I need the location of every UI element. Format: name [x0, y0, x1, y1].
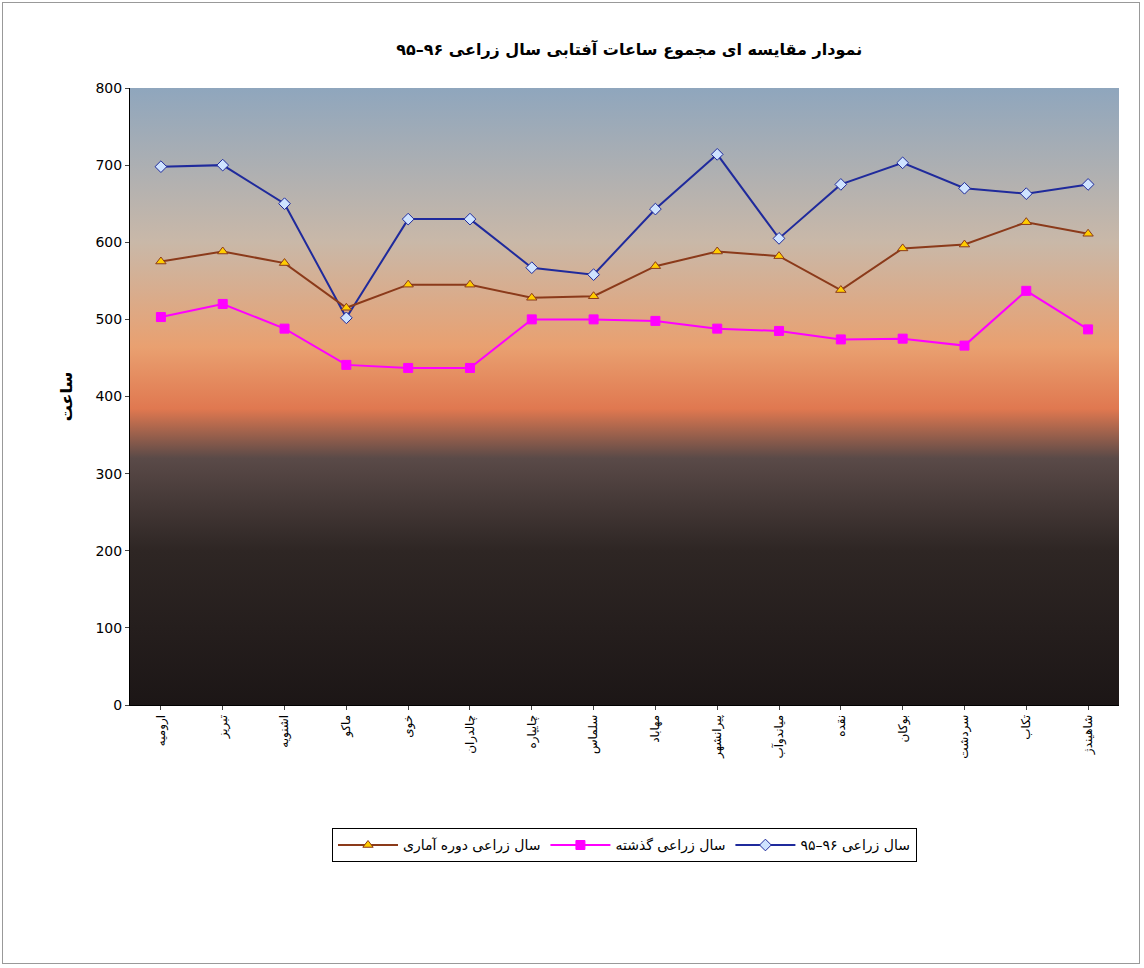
svg-text:چالدران: چالدران — [463, 715, 478, 754]
svg-text:600: 600 — [95, 234, 122, 250]
svg-text:700: 700 — [95, 157, 122, 173]
svg-text:ماکو: ماکو — [339, 715, 354, 738]
svg-text:مهاباد: مهاباد — [648, 715, 662, 743]
svg-text:شاهیندژ: شاهیندژ — [1081, 715, 1096, 755]
svg-text:100: 100 — [95, 620, 122, 636]
svg-text:800: 800 — [95, 80, 122, 96]
svg-text:سال زراعی ۹۶–۹۵: سال زراعی ۹۶–۹۵ — [800, 837, 910, 854]
svg-text:سال زراعی گذشته: سال زراعی گذشته — [615, 837, 725, 854]
svg-text:نمودار مقایسه ای مجموع ساعات آ: نمودار مقایسه ای مجموع ساعات آفتابی سال … — [396, 39, 862, 59]
svg-text:سلماس: سلماس — [586, 715, 601, 754]
svg-text:500: 500 — [95, 311, 122, 327]
svg-text:ساعت: ساعت — [57, 372, 76, 422]
svg-text:تبریز: تبریز — [216, 715, 231, 740]
svg-text:0: 0 — [113, 697, 122, 713]
svg-text:پیرانشهر: پیرانشهر — [710, 715, 725, 759]
svg-text:میاندوآب: میاندوآب — [771, 715, 787, 759]
svg-text:200: 200 — [95, 543, 122, 559]
svg-text:خوی: خوی — [401, 715, 416, 738]
svg-text:بوکان: بوکان — [896, 715, 911, 743]
svg-text:سردشت: سردشت — [957, 715, 972, 759]
svg-text:300: 300 — [95, 466, 122, 482]
svg-text:اشنویه: اشنویه — [277, 715, 292, 748]
svg-text:نقده: نقده — [834, 715, 848, 737]
svg-text:400: 400 — [95, 388, 122, 404]
svg-text:سال زراعی دوره آماری: سال زراعی دوره آماری — [403, 837, 540, 854]
svg-text:چایپاره: چایپاره — [525, 715, 540, 749]
svg-text:ارومیه: ارومیه — [154, 715, 169, 746]
svg-text:تکاب: تکاب — [1019, 715, 1033, 740]
